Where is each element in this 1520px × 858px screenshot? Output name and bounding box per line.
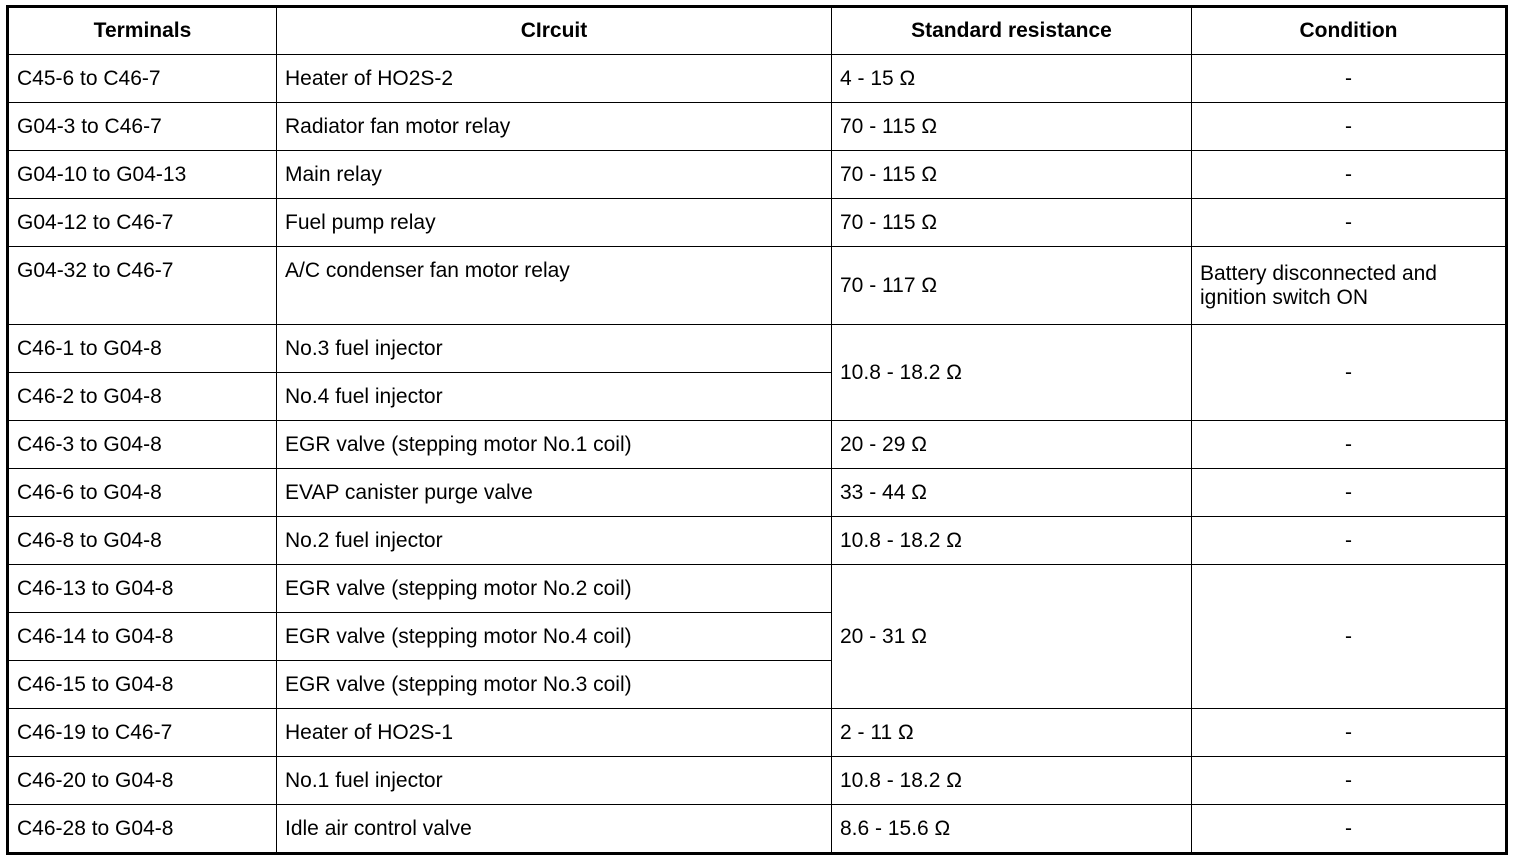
terminals-cell: C46-6 to G04-8 (7, 468, 277, 517)
header-condition: Condition (1191, 6, 1507, 55)
table-row: C46-1 to G04-8 No.3 fuel injector 10.8 - 1… (7, 324, 1507, 421)
header-circuit: CIrcuit (276, 6, 832, 55)
condition-cell: - (1191, 420, 1507, 469)
resistance-cell: 10.8 - 18.2 Ω (831, 756, 1192, 805)
condition-cell: Battery disconnected and ignition switch… (1191, 246, 1507, 325)
terminals-cell: G04-12 to C46-7 (7, 198, 277, 247)
circuit-cell: No.2 fuel injector (276, 516, 832, 565)
resistance-cell: 33 - 44 Ω (831, 468, 1192, 517)
table-row: C46-20 to G04-8 No.1 fuel injector 10.8 - … (7, 756, 1507, 805)
resistance-cell: 10.8 - 18.2 Ω (831, 324, 1192, 421)
table-row: G04-32 to C46-7 A/C condenser fan motor r… (7, 246, 1507, 325)
terminals-cell: C46-1 to G04-8 (7, 324, 277, 373)
terminals-cell: C46-8 to G04-8 (7, 516, 277, 565)
condition-cell: - (1191, 468, 1507, 517)
terminals-cell: C46-3 to G04-8 (7, 420, 277, 469)
terminals-cell: G04-10 to G04-13 (7, 150, 277, 199)
resistance-cell: 70 - 115 Ω (831, 102, 1192, 151)
circuit-cell: Fuel pump relay (276, 198, 832, 247)
header-row: Terminals CIrcuit Standard resistance Co… (7, 6, 1507, 55)
circuit-cell: Heater of HO2S-2 (276, 54, 832, 103)
terminals-cell: C46-20 to G04-8 (7, 756, 277, 805)
resistance-cell: 70 - 115 Ω (831, 198, 1192, 247)
resistance-table: Terminals CIrcuit Standard resistance Co… (6, 5, 1508, 855)
condition-cell: - (1191, 150, 1507, 199)
table-row: C46-15 to G04-8 EGR valve (stepping motor… (7, 660, 1507, 709)
circuit-cell: Radiator fan motor relay (276, 102, 832, 151)
terminals-cell: C46-13 to G04-8 (7, 564, 277, 613)
table-row: C46-28 to G04-8 Idle air control valve 8.6… (7, 804, 1507, 854)
resistance-cell: 8.6 - 15.6 Ω (831, 804, 1192, 854)
table-row: C46-3 to G04-8 EGR valve (stepping motor … (7, 420, 1507, 469)
table-row: C46-14 to G04-8 EGR valve (stepping motor… (7, 612, 1507, 661)
circuit-cell: Heater of HO2S-1 (276, 708, 832, 757)
condition-cell: - (1191, 198, 1507, 247)
circuit-cell: Main relay (276, 150, 832, 199)
resistance-cell: 70 - 115 Ω (831, 150, 1192, 199)
terminals-cell: G04-3 to C46-7 (7, 102, 277, 151)
condition-cell: - (1191, 756, 1507, 805)
circuit-cell: No.4 fuel injector (276, 372, 832, 421)
terminals-cell: G04-32 to C46-7 (7, 246, 277, 325)
table-row: G04-10 to G04-13 Main relay 70 - 115 Ω- (7, 150, 1507, 199)
circuit-cell: No.3 fuel injector (276, 324, 832, 373)
table-row: C46-19 to C46-7 Heater of HO2S-1 2 - 11 Ω- (7, 708, 1507, 757)
table-row: C46-6 to G04-8 EVAP canister purge valve 3… (7, 468, 1507, 517)
condition-cell: - (1191, 324, 1507, 421)
terminals-cell: C46-19 to C46-7 (7, 708, 277, 757)
resistance-cell: 20 - 31 Ω (831, 564, 1192, 709)
terminals-cell: C45-6 to C46-7 (7, 54, 277, 103)
resistance-cell: 4 - 15 Ω (831, 54, 1192, 103)
resistance-cell: 2 - 11 Ω (831, 708, 1192, 757)
resistance-cell: 70 - 117 Ω (831, 246, 1192, 325)
circuit-cell: EGR valve (stepping motor No.4 coil) (276, 612, 832, 661)
resistance-cell: 20 - 29 Ω (831, 420, 1192, 469)
circuit-cell: EGR valve (stepping motor No.1 coil) (276, 420, 832, 469)
condition-cell: - (1191, 564, 1507, 709)
terminals-cell: C46-15 to G04-8 (7, 660, 277, 709)
condition-cell: - (1191, 102, 1507, 151)
table-row: G04-3 to C46-7 Radiator fan motor relay 70… (7, 102, 1507, 151)
condition-cell: - (1191, 804, 1507, 854)
circuit-cell: EVAP canister purge valve (276, 468, 832, 517)
terminals-cell: C46-14 to G04-8 (7, 612, 277, 661)
table-row: G04-12 to C46-7 Fuel pump relay 70 - 115 Ω… (7, 198, 1507, 247)
circuit-cell: No.1 fuel injector (276, 756, 832, 805)
table-row: C46-13 to G04-8 EGR valve (stepping motor… (7, 564, 1507, 709)
circuit-cell: EGR valve (stepping motor No.3 coil) (276, 660, 832, 709)
circuit-cell: Idle air control valve (276, 804, 832, 854)
condition-cell: - (1191, 708, 1507, 757)
header-terminals: Terminals (7, 6, 277, 55)
circuit-cell: EGR valve (stepping motor No.2 coil) (276, 564, 832, 613)
condition-cell: - (1191, 516, 1507, 565)
terminals-cell: C46-28 to G04-8 (7, 804, 277, 854)
table-row: C46-8 to G04-8 No.2 fuel injector 10.8 - 1… (7, 516, 1507, 565)
header-resistance: Standard resistance (831, 6, 1192, 55)
table-row: C46-2 to G04-8 No.4 fuel injector (7, 372, 1507, 421)
condition-cell: - (1191, 54, 1507, 103)
terminals-cell: C46-2 to G04-8 (7, 372, 277, 421)
resistance-cell: 10.8 - 18.2 Ω (831, 516, 1192, 565)
table-row: C45-6 to C46-7 Heater of HO2S-2 4 - 15 Ω- (7, 54, 1507, 103)
circuit-cell: A/C condenser fan motor relay (276, 246, 832, 325)
